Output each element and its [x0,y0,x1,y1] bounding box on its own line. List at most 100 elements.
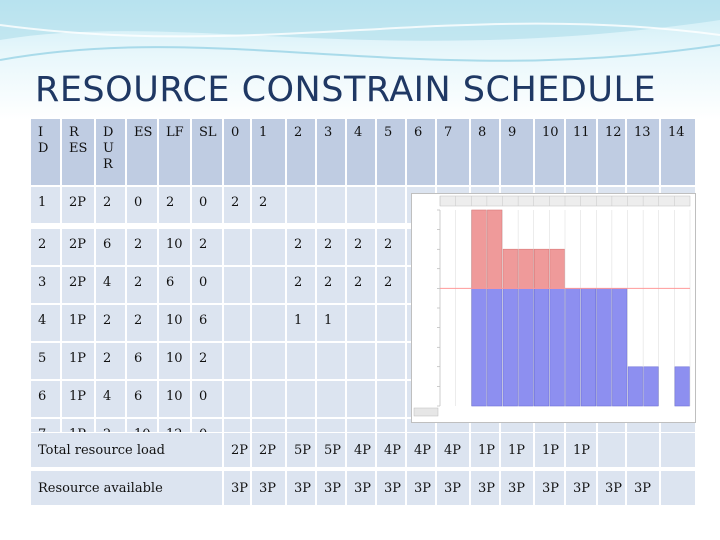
row-4-lf-text: 10 [166,313,183,328]
row-2-res: 2P [61,228,95,266]
row-5-dur: 2 [95,342,126,380]
header-cell-1: R ES [61,118,95,186]
resource-available-day-13: 3P [626,470,660,506]
bar-normal-load [549,288,565,407]
row-4-day-2: 1 [286,304,316,342]
total-load-day-11-text: 1P [573,443,591,458]
resource-available-day-7-text: 3P [444,481,462,496]
header-cell-4: LF [158,118,191,186]
row-2-dur-text: 6 [103,237,112,252]
row-3-es-text: 2 [134,275,143,290]
resource-available-day-12-text: 3P [605,481,623,496]
row-4-es-text: 2 [134,313,143,328]
row-6-day-3 [316,380,346,418]
row-5-day-1 [251,342,286,380]
row-4-day-2-text: 1 [294,313,303,328]
resource-available-day-8: 3P [470,470,500,506]
header-cell-15: 9 [500,118,534,186]
row-6-lf: 10 [158,380,191,418]
row-4-res: 1P [61,304,95,342]
row-6-id: 6 [30,380,61,418]
header-cell-11-text: 5 [384,125,393,140]
row-2-es: 2 [126,228,158,266]
resource-available-day-2-text: 3P [294,481,312,496]
row-1-day-2 [286,186,316,224]
resource-available-day-12: 3P [597,470,626,506]
total-load-day-4-text: 4P [354,443,372,458]
resource-available-day-7: 3P [436,470,470,506]
resource-available-day-11: 3P [565,470,597,506]
row-2-day-2-text: 2 [294,237,303,252]
header-cell-20: 14 [660,118,696,186]
row-4-sl-text: 6 [199,313,208,328]
total-load-day-7: 4P [436,432,470,468]
total-load-day-4: 4P [346,432,376,468]
bar-over-load [518,248,534,289]
total-load-day-5-text: 4P [384,443,402,458]
resource-available-day-1: 3P [251,470,286,506]
total-load-day-8: 1P [470,432,500,468]
total-load-label-text: Total resource load [38,443,165,458]
resource-available-label: Resource available [30,470,223,506]
header-cell-2: D U R [95,118,126,186]
row-6-day-0 [223,380,251,418]
row-1-res: 2P [61,186,95,224]
header-cell-2-text: D U R [103,125,114,172]
total-load-day-2: 5P [286,432,316,468]
row-2-lf-text: 10 [166,237,183,252]
row-6-day-1 [251,380,286,418]
bar-normal-load [533,288,550,407]
row-5-dur-text: 2 [103,351,112,366]
row-2-es-text: 2 [134,237,143,252]
resource-available-day-10-text: 3P [542,481,560,496]
row-2-day-3-text: 2 [324,237,333,252]
row-3-day-4: 2 [346,266,376,304]
total-load-day-11: 1P [565,432,597,468]
bar-normal-load [518,288,534,407]
total-load-day-8-text: 1P [478,443,496,458]
row-1-es: 0 [126,186,158,224]
header-cell-19-text: 13 [634,125,651,140]
resource-available-day-4-text: 3P [354,481,372,496]
row-4-day-3-text: 1 [324,313,333,328]
total-load-day-3: 5P [316,432,346,468]
resource-available-day-8-text: 3P [478,481,496,496]
row-6-es: 6 [126,380,158,418]
bar-normal-load [643,366,659,407]
header-cell-3-text: ES [134,125,153,140]
header-cell-4-text: LF [166,125,184,140]
row-5-id-text: 5 [38,351,47,366]
total-load-day-12 [597,432,626,468]
header-cell-7: 1 [251,118,286,186]
total-load-day-1: 2P [251,432,286,468]
total-load-day-6-text: 4P [414,443,432,458]
row-3-id-text: 3 [38,275,47,290]
resource-available-day-10: 3P [534,470,565,506]
row-1-id-text: 1 [38,195,47,210]
header-cell-7-text: 1 [259,125,268,140]
row-5-day-2 [286,342,316,380]
resource-histogram-chart [413,195,691,417]
row-3-dur-text: 4 [103,275,112,290]
row-1-dur: 2 [95,186,126,224]
header-cell-18-text: 12 [605,125,622,140]
resource-available-day-2: 3P [286,470,316,506]
row-5-day-4 [346,342,376,380]
row-4-day-0 [223,304,251,342]
row-2-day-0 [223,228,251,266]
row-1-day-3 [316,186,346,224]
total-load-day-9-text: 1P [508,443,526,458]
row-3-day-5: 2 [376,266,406,304]
row-1-sl-text: 0 [199,195,208,210]
bar-normal-load [487,288,503,407]
row-3-day-5-text: 2 [384,275,393,290]
resource-available-day-14 [660,470,696,506]
row-5-day-0 [223,342,251,380]
row-2-day-4-text: 2 [354,237,363,252]
row-5-id: 5 [30,342,61,380]
total-load-day-1-text: 2P [259,443,277,458]
total-load-day-10-text: 1P [542,443,560,458]
row-4-sl: 6 [191,304,223,342]
row-4-day-3: 1 [316,304,346,342]
total-load-day-14 [660,432,696,468]
